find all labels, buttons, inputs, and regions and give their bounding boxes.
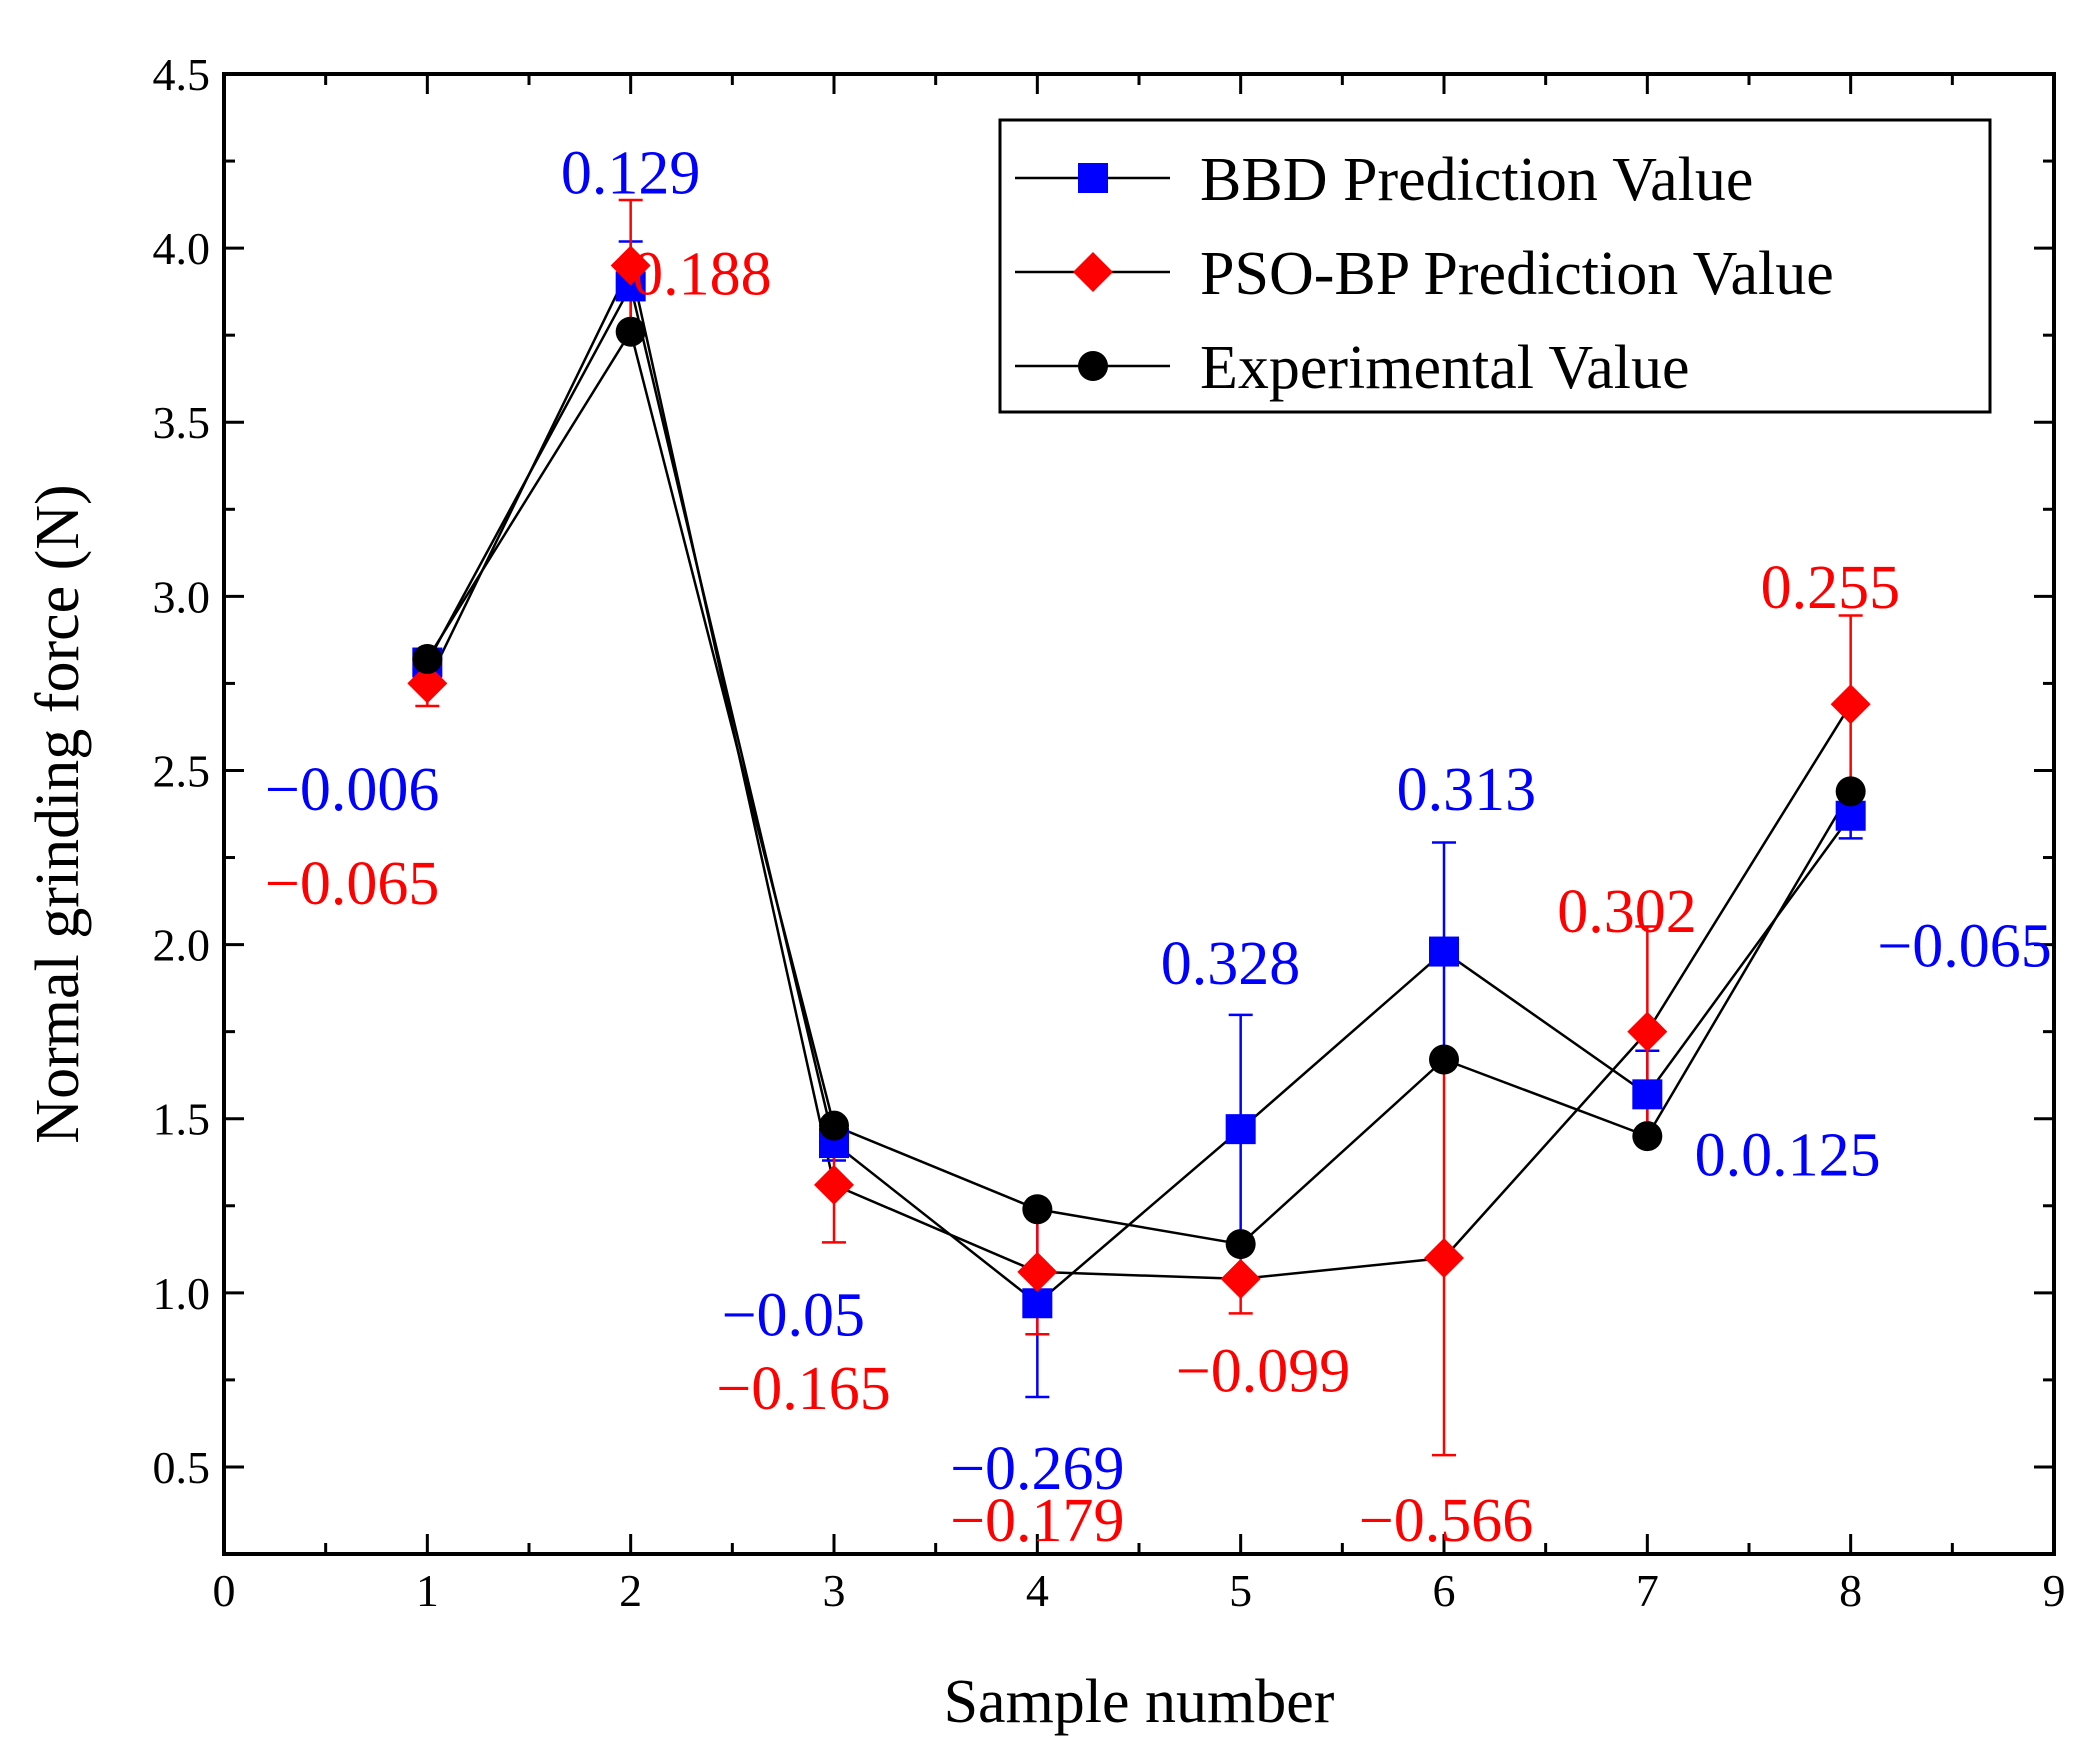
pso-bp-prediction-value-line (426, 261, 1852, 1281)
bbd-prediction-value-point (1225, 1114, 1256, 1145)
pso-bp-prediction-value-point (1627, 1011, 1668, 1052)
x-tick-label: 8 (1839, 1565, 1862, 1616)
legend-label: PSO-BP Prediction Value (1200, 240, 1834, 308)
error-annotation: −0.065 (265, 850, 439, 918)
legend-label: BBD Prediction Value (1200, 146, 1753, 214)
x-tick-label: 1 (416, 1565, 439, 1616)
data-markers (407, 245, 1871, 1319)
y-tick-label: 3.5 (153, 397, 211, 448)
x-tick-label: 7 (1636, 1565, 1659, 1616)
experimental-value-point (1835, 776, 1866, 807)
y-tick-label: 1.0 (153, 1268, 211, 1319)
y-tick-label: 4.0 (153, 223, 211, 274)
experimental-value-line (426, 328, 1852, 1246)
y-tick-label: 1.5 (153, 1094, 211, 1145)
pso-bp-prediction-value-point (1017, 1251, 1058, 1292)
error-annotation: −0.006 (265, 756, 439, 824)
error-annotation: −0.566 (1359, 1487, 1533, 1555)
error-annotation: 0.255 (1761, 554, 1901, 622)
error-annotation: 0.129 (561, 140, 701, 208)
experimental-value-point (1225, 1229, 1256, 1260)
y-tick-label: 2.5 (153, 745, 211, 796)
experimental-value-point (615, 316, 646, 347)
error-annotations: 0.1290.188−0.006−0.065−0.05−0.165−0.269−… (265, 140, 2052, 1556)
error-annotation: 0.0.125 (1695, 1122, 1881, 1190)
bbd-prediction-value-point (1632, 1079, 1663, 1110)
pso-bp-prediction-value-point (1220, 1258, 1261, 1299)
error-annotation: −0.05 (722, 1282, 865, 1350)
x-tick-label: 3 (823, 1565, 846, 1616)
error-annotation: 0.313 (1397, 756, 1537, 824)
x-tick-label: 2 (619, 1565, 642, 1616)
error-annotation: 0.328 (1161, 930, 1301, 998)
legend-box (998, 118, 1992, 414)
x-tick-label: 0 (213, 1565, 236, 1616)
experimental-value-point (1632, 1121, 1663, 1152)
experimental-value-point (1022, 1194, 1053, 1225)
error-annotation: 0.302 (1557, 878, 1697, 946)
bbd-prediction-value-point (1429, 936, 1459, 967)
y-tick-label: 2.0 (153, 920, 211, 971)
y-tick-label: 0.5 (153, 1442, 211, 1493)
legend-marker (1073, 252, 1113, 292)
x-tick-label: 6 (1433, 1565, 1456, 1616)
pso-bp-prediction-value-point (1830, 684, 1871, 725)
plot-frame (222, 72, 2056, 1556)
x-tick-label: 4 (1026, 1565, 1049, 1616)
error-annotation: −0.065 (1877, 913, 2051, 981)
experimental-value-point (1429, 1044, 1459, 1075)
error-annotation: 0.188 (632, 240, 772, 308)
error-annotation: −0.099 (1176, 1337, 1350, 1405)
x-tick-label: 5 (1229, 1565, 1252, 1616)
pso-bp-prediction-value-point (407, 663, 448, 704)
error-annotation: −0.269 (950, 1435, 1124, 1503)
legend-marker (1078, 351, 1108, 381)
bbd-prediction-value-point (1022, 1288, 1053, 1319)
x-tick-label: 9 (2043, 1565, 2066, 1616)
pso-bp-prediction-value-point (610, 245, 651, 286)
axis-ticks: 0 1 2 3 4 5 6 7 8 9 0.5 1.0 1.5 2.0 2.5 3.0 3.5 4.0 4.5 (153, 49, 2066, 1616)
experimental-value-point (412, 644, 443, 675)
bbd-prediction-value-line (426, 282, 1852, 1305)
pso-bp-prediction-value-point (1424, 1238, 1464, 1278)
legend-label: Experimental Value (1200, 334, 1690, 402)
legend: BBD Prediction Value PSO-BP Prediction Va… (998, 118, 1992, 414)
y-axis-title: Normal grinding force (N) (24, 484, 92, 1143)
experimental-value-point (819, 1110, 849, 1141)
pso-bp-prediction-value-point (814, 1164, 854, 1205)
error-annotation: −0.165 (716, 1355, 890, 1423)
error-annotation: −0.179 (950, 1487, 1124, 1555)
x-axis-title: Sample number (944, 1668, 1335, 1736)
legend-marker (1078, 163, 1108, 193)
series-lines (426, 261, 1852, 1305)
y-tick-label: 4.5 (153, 49, 211, 100)
y-tick-label: 3.0 (153, 571, 211, 622)
